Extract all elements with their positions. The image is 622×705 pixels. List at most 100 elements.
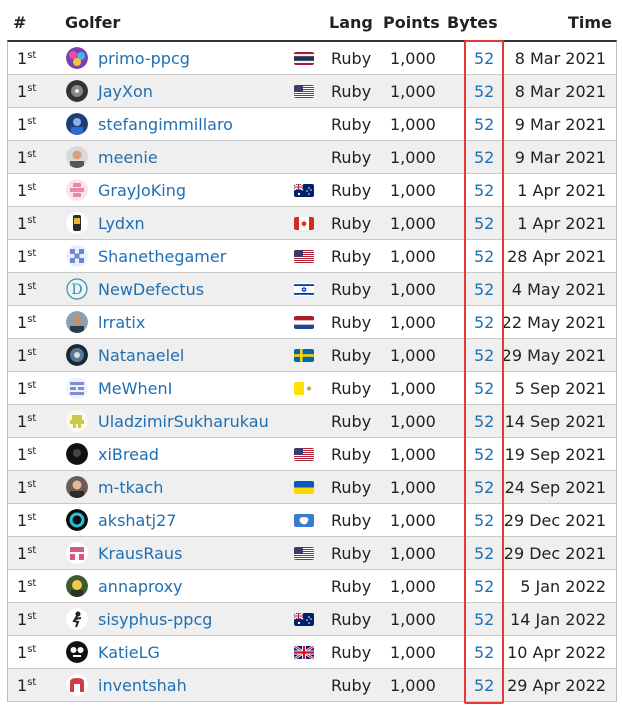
bytes-link[interactable]: 52	[474, 181, 495, 200]
points-cell: 1,000	[390, 676, 436, 695]
golfer-link[interactable]: Lydxn	[98, 214, 145, 233]
rank-number: 1	[17, 412, 28, 431]
golfer-column-header[interactable]: Golfer	[65, 13, 121, 32]
avatar-icon[interactable]	[66, 344, 88, 366]
bytes-link[interactable]: 52	[474, 676, 495, 695]
table-row: 1st inventshah Ruby 1,000 52 29 Apr 2022	[8, 669, 616, 702]
avatar-icon[interactable]	[66, 212, 88, 234]
golfer-link[interactable]: sisyphus-ppcg	[98, 610, 213, 629]
golfer-link[interactable]: inventshah	[98, 676, 187, 695]
avatar-icon[interactable]: D	[66, 278, 88, 300]
bytes-link[interactable]: 52	[474, 412, 495, 431]
bytes-link[interactable]: 52	[474, 313, 495, 332]
bytes-link[interactable]: 52	[474, 445, 495, 464]
golfer-link[interactable]: NewDefectus	[98, 280, 205, 299]
points-cell: 1,000	[390, 577, 436, 596]
rank-cell: 1st	[17, 544, 36, 563]
avatar-icon[interactable]	[66, 674, 88, 696]
time-column-header[interactable]: Time	[568, 13, 612, 32]
bytes-link[interactable]: 52	[474, 478, 495, 497]
avatar-icon[interactable]	[66, 245, 88, 267]
bytes-link[interactable]: 52	[474, 214, 495, 233]
golfer-link[interactable]: primo-ppcg	[98, 49, 190, 68]
avatar-icon[interactable]	[66, 542, 88, 564]
rank-suffix: st	[27, 281, 37, 292]
lang-cell: Ruby	[331, 148, 372, 167]
time-cell: 10 Apr 2022	[507, 643, 606, 662]
avatar-icon[interactable]	[66, 641, 88, 663]
bytes-link[interactable]: 52	[474, 115, 495, 134]
golfer-link[interactable]: stefangimmillaro	[98, 115, 233, 134]
rank-number: 1	[17, 511, 28, 530]
avatar-icon[interactable]	[66, 47, 88, 69]
avatar-icon[interactable]	[66, 608, 88, 630]
bytes-link[interactable]: 52	[474, 82, 495, 101]
rank-cell: 1st	[17, 49, 36, 68]
rank-suffix: st	[27, 413, 37, 424]
bytes-link[interactable]: 52	[474, 544, 495, 563]
bytes-column-header[interactable]: Bytes	[447, 13, 498, 32]
bytes-link[interactable]: 52	[474, 610, 495, 629]
avatar-icon[interactable]	[66, 410, 88, 432]
bytes-link[interactable]: 52	[474, 511, 495, 530]
avatar-icon[interactable]	[66, 575, 88, 597]
bytes-link[interactable]: 52	[474, 148, 495, 167]
bytes-link[interactable]: 52	[474, 379, 495, 398]
time-cell: 14 Jan 2022	[510, 610, 606, 629]
table-row: 1st meenie Ruby 1,000 52 9 Mar 2021	[8, 141, 616, 174]
table-row: 1st stefangimmillaro Ruby 1,000 52 9 Mar 2021	[8, 108, 616, 141]
rank-cell: 1st	[17, 214, 36, 233]
lang-cell: Ruby	[331, 478, 372, 497]
points-cell: 1,000	[390, 313, 436, 332]
avatar-icon[interactable]	[66, 311, 88, 333]
points-cell: 1,000	[390, 379, 436, 398]
australia-flag-icon	[294, 184, 314, 197]
golfer-link[interactable]: KatieLG	[98, 643, 160, 662]
rank-cell: 1st	[17, 577, 36, 596]
bytes-link[interactable]: 52	[474, 49, 495, 68]
golfer-link[interactable]: annaproxy	[98, 577, 183, 596]
avatar-icon[interactable]	[66, 377, 88, 399]
avatar-icon[interactable]	[66, 80, 88, 102]
bytes-link[interactable]: 52	[474, 643, 495, 662]
golfer-link[interactable]: m-tkach	[98, 478, 164, 497]
points-cell: 1,000	[390, 445, 436, 464]
golfer-link[interactable]: JayXon	[98, 82, 153, 101]
golfer-link[interactable]: akshatj27	[98, 511, 177, 530]
bytes-link[interactable]: 52	[474, 247, 495, 266]
ukraine-flag-icon	[294, 481, 314, 494]
avatar-icon[interactable]	[66, 146, 88, 168]
golfer-link[interactable]: GrayJoKing	[98, 181, 186, 200]
lang-cell: Ruby	[331, 379, 372, 398]
bytes-link[interactable]: 52	[474, 577, 495, 596]
bytes-link[interactable]: 52	[474, 346, 495, 365]
avatar-icon[interactable]	[66, 113, 88, 135]
rank-number: 1	[17, 346, 28, 365]
rank-cell: 1st	[17, 676, 36, 695]
points-cell: 1,000	[390, 148, 436, 167]
avatar-icon[interactable]	[66, 179, 88, 201]
points-column-header[interactable]: Points	[383, 13, 440, 32]
golfer-link[interactable]: KrausRaus	[98, 544, 183, 563]
avatar-icon[interactable]	[66, 509, 88, 531]
table-row: 1st Natanaelel Ruby 1,000 52 29 May 2021	[8, 339, 616, 372]
avatar-icon[interactable]	[66, 443, 88, 465]
golfer-link[interactable]: MeWhenI	[98, 379, 173, 398]
golfer-link[interactable]: lrratix	[98, 313, 146, 332]
golfer-link[interactable]: xiBread	[98, 445, 159, 464]
canada-flag-icon	[294, 217, 314, 230]
avatar-icon[interactable]	[66, 476, 88, 498]
table-row: 1st akshatj27 Ruby 1,000 52 29 Dec 2021	[8, 504, 616, 537]
golfer-link[interactable]: Shanethegamer	[98, 247, 227, 266]
us-flag-icon	[294, 250, 314, 263]
golfer-link[interactable]: meenie	[98, 148, 158, 167]
lang-column-header[interactable]: Lang	[329, 13, 373, 32]
table-row: 1st Shanethegamer Ruby 1,000 52 28 Apr 2021	[8, 240, 616, 273]
rank-suffix: st	[27, 149, 37, 160]
golfer-link[interactable]: UladzimirSukharukau	[98, 412, 269, 431]
rank-cell: 1st	[17, 610, 36, 629]
bytes-link[interactable]: 52	[474, 280, 495, 299]
time-cell: 1 Apr 2021	[517, 181, 606, 200]
golfer-link[interactable]: Natanaelel	[98, 346, 185, 365]
rank-number: 1	[17, 115, 28, 134]
